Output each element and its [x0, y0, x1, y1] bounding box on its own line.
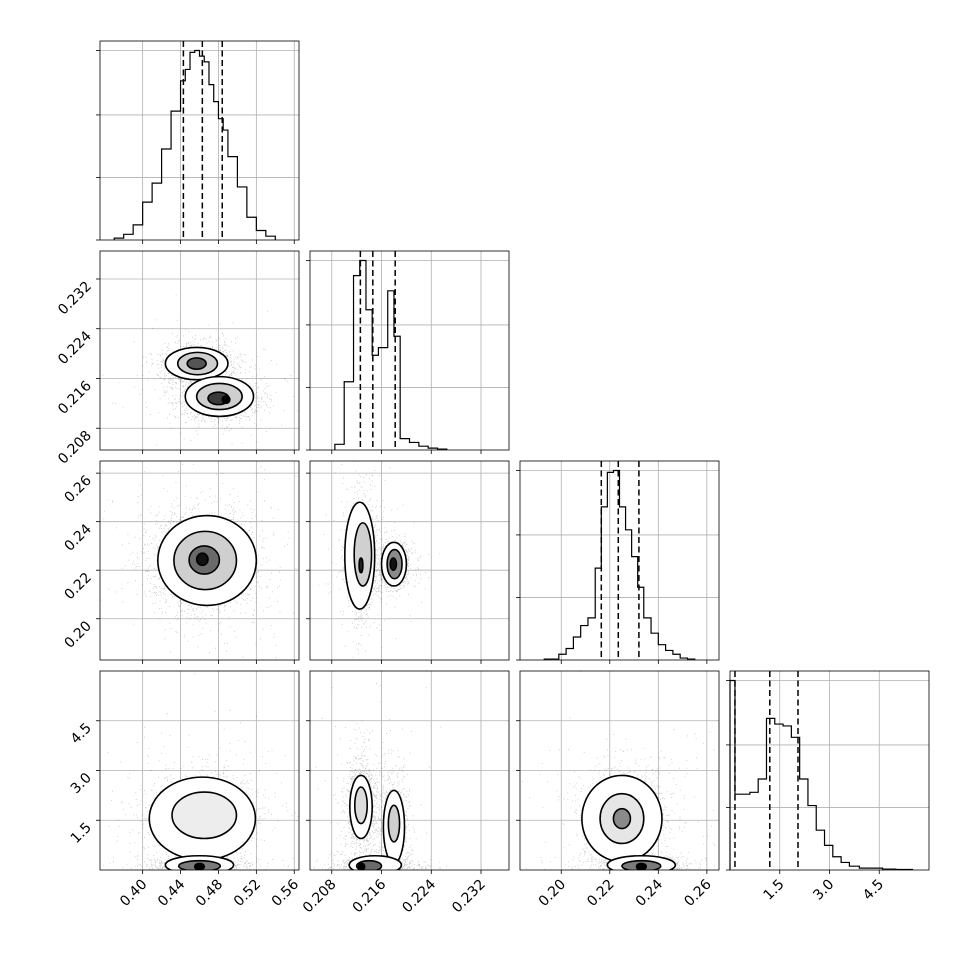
scatter-panel-2-3 — [516, 670, 720, 874]
x-tick-label: 0.24 — [633, 876, 666, 909]
x-tick-label: 0.232 — [449, 877, 489, 917]
panel-frame — [309, 670, 510, 871]
x-tick-label: 0.22 — [584, 877, 617, 910]
y-tick-label: 0.20 — [61, 618, 94, 651]
panel-frame — [309, 250, 510, 451]
x-tick-label: 0.216 — [350, 876, 390, 916]
y-tick-label: 3.0 — [68, 770, 95, 797]
histogram-step-0 — [113, 49, 276, 240]
y-tick-label: 0.224 — [55, 328, 95, 368]
contour-level-2 — [358, 557, 364, 574]
x-tick-label: 4.5 — [860, 877, 887, 904]
x-tick-label: 1.5 — [761, 877, 788, 904]
scatter-panel-1-3 — [306, 670, 510, 874]
scatter-panel-0-2 — [96, 460, 300, 664]
panel-frame — [99, 250, 300, 451]
y-tick-label: 1.5 — [68, 820, 95, 847]
panel-frame — [729, 670, 930, 871]
x-tick-label: 0.20 — [536, 877, 569, 910]
scatter-points — [318, 461, 441, 658]
y-tick-label: 0.22 — [61, 570, 94, 603]
contour-level-1 — [171, 791, 238, 840]
density-layer — [100, 461, 299, 659]
x-tick-label: 0.52 — [231, 877, 264, 910]
contour-level-4 — [193, 862, 206, 870]
density-layer — [521, 671, 716, 870]
contour-level-1 — [353, 786, 369, 825]
panel-frame — [519, 460, 720, 661]
panel-frame — [519, 670, 720, 871]
contour-level-3 — [387, 804, 401, 843]
histogram-step-2 — [543, 469, 696, 660]
y-tick-label: 4.5 — [68, 720, 95, 747]
y-tick-label: 0.208 — [55, 428, 95, 468]
density-layer — [313, 682, 448, 870]
x-tick-label: 0.56 — [269, 876, 302, 909]
contour-level-6 — [221, 395, 231, 405]
contour-level-2 — [186, 357, 207, 370]
y-tick-label: 0.26 — [61, 473, 94, 506]
histogram-panel-2 — [516, 460, 720, 664]
panel-frame — [99, 460, 300, 661]
y-tick-label: 0.232 — [55, 278, 95, 318]
x-tick-label: 0.40 — [117, 877, 150, 910]
contour-level-1 — [353, 522, 373, 587]
contour-level-3 — [195, 552, 209, 567]
scatter-panel-0-3 — [96, 670, 300, 874]
histogram-step-3 — [729, 679, 914, 871]
panel-frame — [99, 40, 300, 241]
contour-level-6 — [357, 862, 366, 870]
x-tick-label: 3.0 — [810, 877, 837, 904]
x-tick-label: 0.44 — [155, 876, 188, 909]
x-tick-label: 0.26 — [681, 876, 714, 909]
histogram-panel-1 — [306, 250, 510, 454]
y-tick-label: 0.24 — [61, 521, 94, 554]
scatter-panel-0-1 — [96, 250, 300, 454]
density-layer — [100, 294, 299, 446]
contour-level-2 — [612, 807, 632, 830]
histogram-step-1 — [334, 259, 448, 450]
density-layer — [318, 461, 441, 658]
x-tick-label: 0.208 — [300, 877, 340, 917]
y-tick-label: 0.216 — [55, 378, 95, 418]
histogram-panel-3 — [726, 670, 930, 874]
x-tick-label: 0.224 — [399, 876, 439, 916]
contour-level-5 — [389, 557, 398, 572]
panel-frame — [99, 670, 300, 871]
density-layer — [103, 673, 299, 870]
scatter-panel-1-2 — [306, 460, 510, 664]
histogram-panel-0 — [96, 40, 300, 244]
x-tick-label: 0.48 — [193, 877, 226, 910]
panel-frame — [309, 460, 510, 661]
contour-level-5 — [635, 862, 647, 870]
